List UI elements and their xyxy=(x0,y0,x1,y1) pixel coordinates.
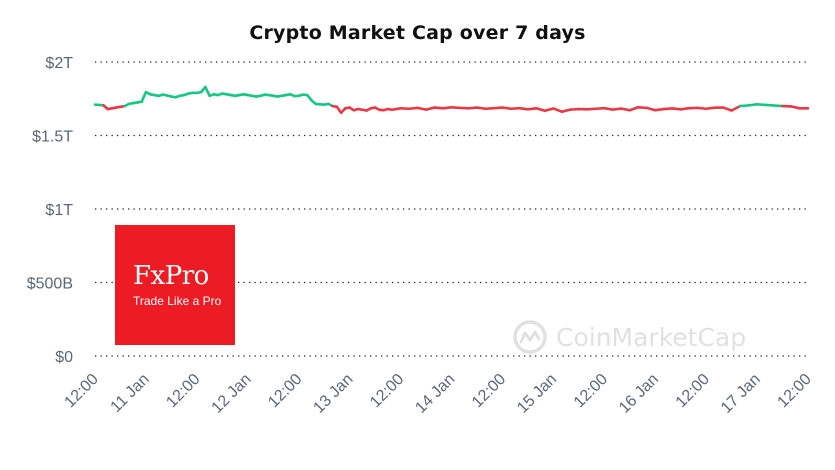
x-axis-labels: 12:00 11 Jan 12:00 12 Jan 12:00 13 Jan 12:00 14… xyxy=(61,371,814,417)
line-segment xyxy=(424,106,436,111)
x-tick-label: 12 Jan xyxy=(209,371,255,417)
y-tick-label: $500B xyxy=(27,276,73,293)
line-segment xyxy=(560,108,572,113)
y-tick-label: $1.5T xyxy=(32,129,73,146)
coinmarketcap-watermark: CoinMarketCap xyxy=(512,318,746,356)
line-segment xyxy=(416,106,428,111)
x-tick-label: 13 Jan xyxy=(310,371,356,417)
line-segment xyxy=(535,107,547,113)
line-segment xyxy=(611,107,623,111)
x-tick-label: 11 Jan xyxy=(108,371,153,416)
line-segment xyxy=(730,104,742,112)
line-segment xyxy=(552,107,564,113)
line-segment xyxy=(569,107,581,111)
line-segment xyxy=(441,105,453,110)
x-tick-label: 14 Jan xyxy=(412,371,458,417)
line-segment xyxy=(721,106,733,112)
line-segment xyxy=(586,107,598,111)
logo-tagline: Trade Like a Pro xyxy=(133,294,222,308)
x-tick-label: 12:00 xyxy=(673,371,713,411)
line-segment xyxy=(140,90,148,103)
line-segment xyxy=(484,106,496,111)
line-segment xyxy=(543,107,555,113)
y-tick-label: $2T xyxy=(45,55,73,72)
logo-name: FxPro xyxy=(133,261,209,291)
fxpro-logo: FxPro Trade Like a Pro xyxy=(115,225,235,345)
coinmarketcap-icon xyxy=(513,320,547,354)
line-segment xyxy=(509,106,521,111)
line-segment xyxy=(747,103,759,107)
x-tick-label: 17 Jan xyxy=(718,371,764,417)
line-segment xyxy=(755,103,767,107)
x-tick-label: 12:00 xyxy=(163,371,203,411)
line-segment xyxy=(653,107,666,112)
series-line xyxy=(93,85,810,115)
x-tick-label: 12:00 xyxy=(265,371,305,411)
line-segment xyxy=(467,106,479,110)
line-segment xyxy=(518,106,530,111)
line-segment xyxy=(789,105,801,110)
line-segment xyxy=(433,106,445,110)
line-segment xyxy=(636,105,649,110)
line-segment xyxy=(619,107,632,112)
line-segment xyxy=(738,104,750,108)
y-tick-label: $1T xyxy=(45,202,73,219)
y-axis-labels: $0 $500B $1T $1.5T $2T xyxy=(27,55,73,366)
line-segment xyxy=(492,106,504,110)
line-segment xyxy=(475,106,487,111)
line-segment xyxy=(662,107,674,111)
x-tick-label: 12:00 xyxy=(367,371,407,411)
chart-title: Crypto Market Cap over 7 days xyxy=(249,22,586,44)
line-segment xyxy=(526,107,538,111)
watermark-text: CoinMarketCap xyxy=(556,322,747,352)
line-segment xyxy=(772,104,784,108)
x-tick-label: 12:00 xyxy=(469,371,509,411)
line-segment xyxy=(679,106,691,111)
grid-lines xyxy=(95,61,808,357)
x-tick-label: 15 Jan xyxy=(514,371,560,417)
line-segment xyxy=(696,106,708,111)
x-tick-label: 16 Jan xyxy=(616,371,662,417)
line-segment xyxy=(501,106,513,111)
line-segment xyxy=(594,106,606,111)
line-segment xyxy=(764,103,776,107)
x-tick-label: 12:00 xyxy=(61,371,101,411)
line-segment xyxy=(628,105,640,112)
line-segment xyxy=(450,105,462,110)
line-segment xyxy=(407,106,419,111)
line-segment xyxy=(704,106,716,111)
line-segment xyxy=(204,85,211,98)
line-segment xyxy=(645,106,657,112)
y-tick-label: $0 xyxy=(55,349,73,366)
line-segment xyxy=(670,107,682,111)
x-tick-label: 12:00 xyxy=(571,371,611,411)
line-segment xyxy=(602,106,615,111)
x-tick-label: 12:00 xyxy=(774,371,814,411)
